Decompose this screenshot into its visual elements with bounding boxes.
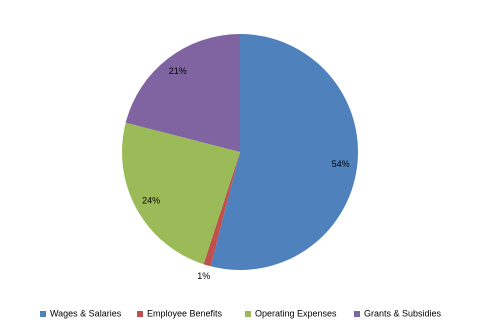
legend-label: Employee Benefits (147, 308, 223, 318)
legend-marker (40, 311, 46, 317)
legend-marker (245, 311, 251, 317)
legend-label: Wages & Salaries (50, 308, 122, 318)
legend-marker (354, 311, 360, 317)
pie-slice (121, 122, 240, 265)
legend-marker (137, 311, 143, 317)
data-label: 24% (142, 195, 160, 205)
data-label: 1% (197, 271, 210, 281)
pie-slice (203, 152, 240, 267)
pie-slice (210, 34, 358, 270)
data-label: 54% (332, 159, 350, 169)
legend-label: Grants & Subsidies (364, 308, 442, 318)
legend-label: Operating Expenses (255, 308, 337, 318)
data-label: 21% (169, 66, 187, 76)
pie-slice (125, 33, 240, 153)
